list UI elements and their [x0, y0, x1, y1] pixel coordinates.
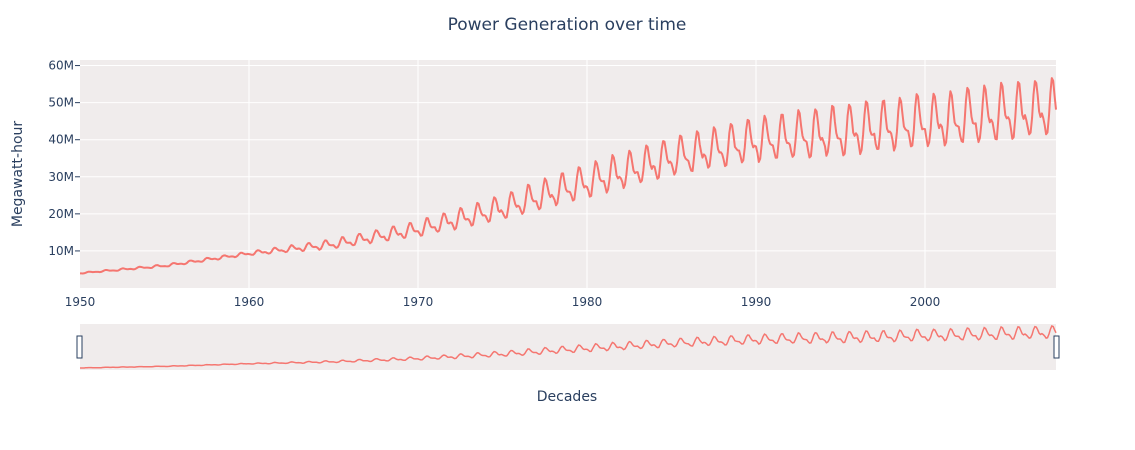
x-axis-title: Decades — [537, 389, 597, 405]
y-tick-label: 60M — [48, 59, 74, 73]
y-tick-label: 40M — [48, 133, 74, 147]
y-tick-label: 50M — [48, 96, 74, 110]
chart-title: Power Generation over time — [448, 15, 687, 35]
range-slider-background[interactable] — [80, 324, 1056, 370]
y-axis-ticks: 10M 20M 30M 40M 50M 60M — [48, 59, 80, 258]
y-tick-label: 30M — [48, 170, 74, 184]
y-axis-title: Megawatt-hour — [10, 121, 26, 228]
x-tick-label: 1990 — [741, 295, 772, 309]
x-tick-label: 1980 — [572, 295, 603, 309]
x-tick-label: 1950 — [65, 295, 96, 309]
plot-area — [80, 60, 1056, 288]
grid-lines — [80, 60, 1056, 288]
range-slider-right-handle[interactable] — [1053, 335, 1060, 359]
series-line — [80, 77, 1057, 275]
range-slider-left-handle[interactable] — [76, 335, 83, 359]
series-layer — [80, 77, 1057, 275]
y-tick-label: 10M — [48, 244, 74, 258]
y-tick-label: 20M — [48, 207, 74, 221]
x-tick-label: 1960 — [234, 295, 265, 309]
x-tick-label: 1970 — [403, 295, 434, 309]
range-slider-series — [80, 325, 1057, 369]
range-slider-line — [80, 325, 1057, 369]
x-tick-label: 2000 — [910, 295, 941, 309]
range-slider[interactable] — [76, 324, 1060, 370]
x-axis-ticks: 1950 1960 1970 1980 1990 2000 — [65, 295, 941, 309]
